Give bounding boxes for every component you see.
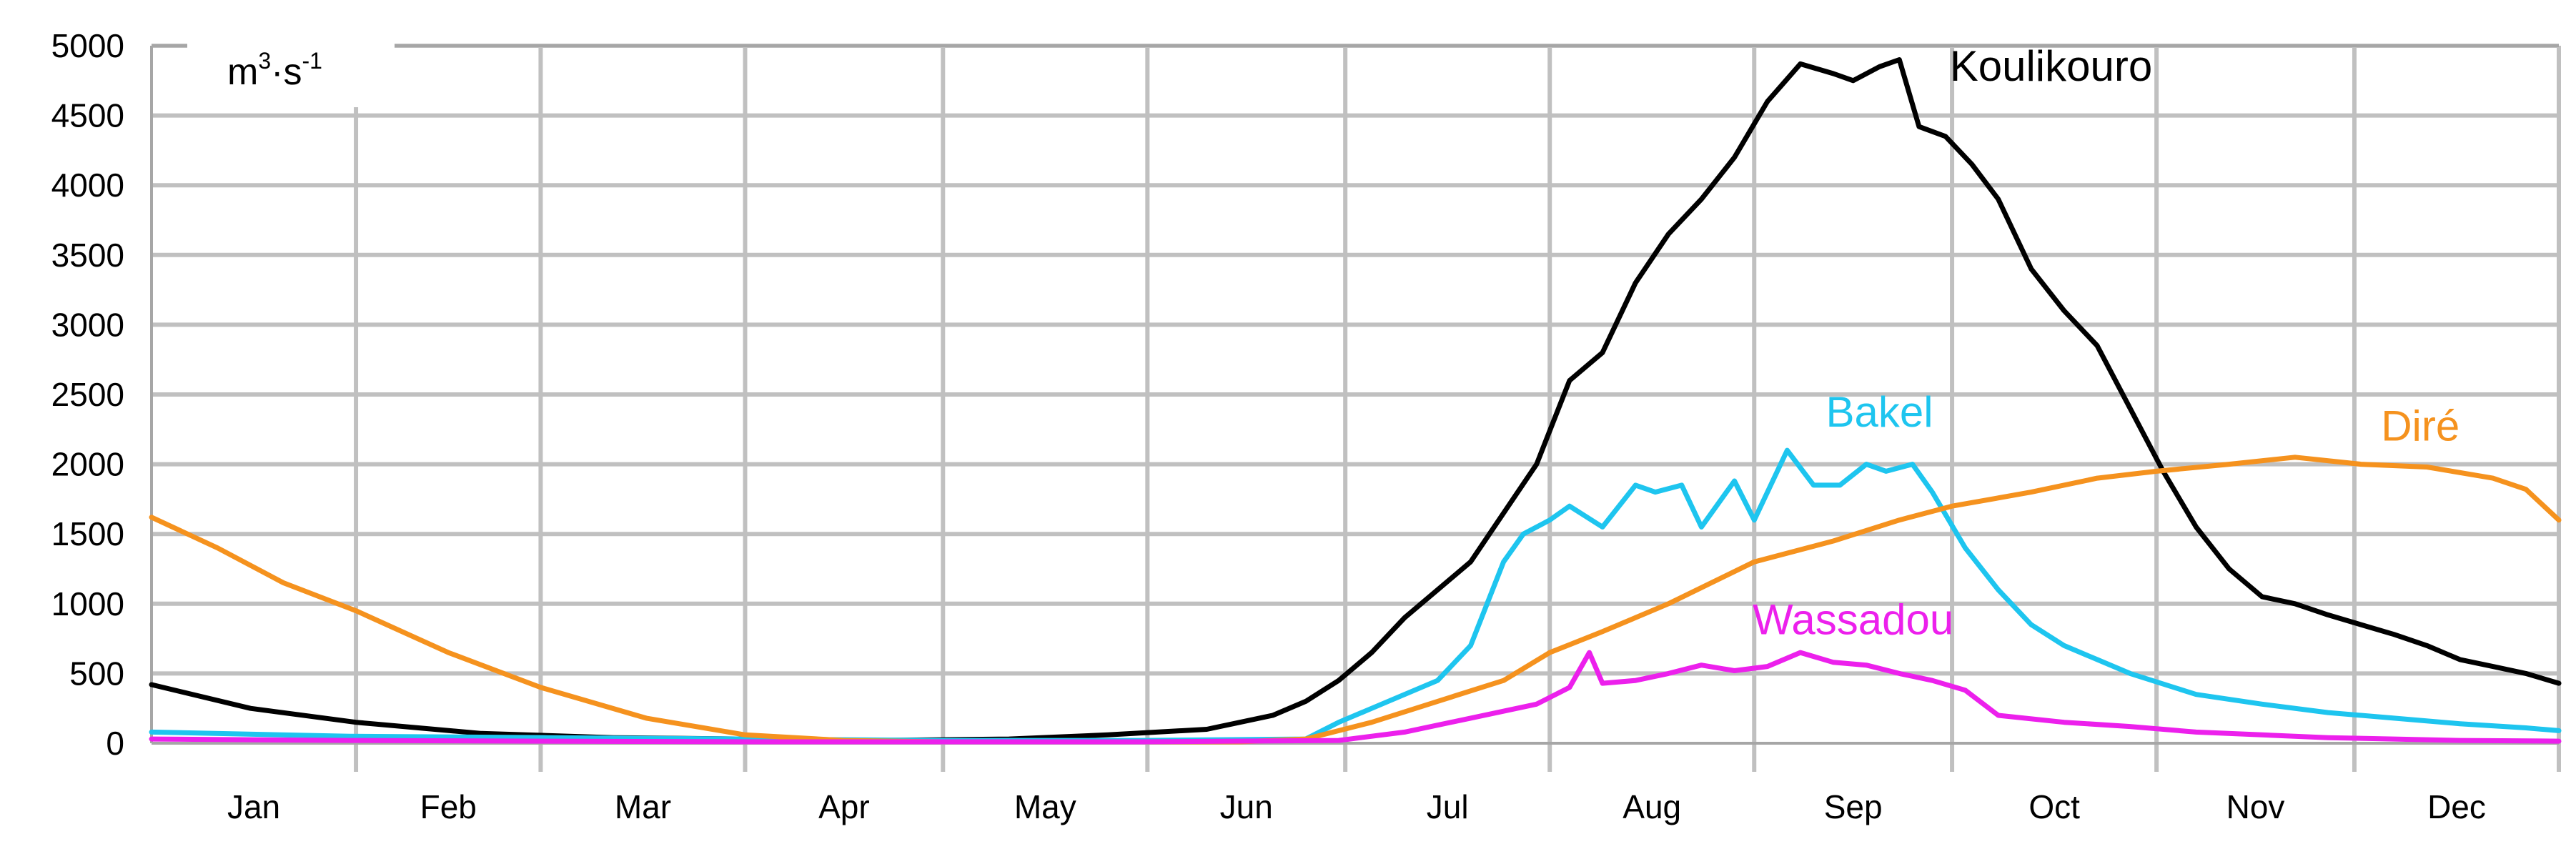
- series-label-dir: Diré: [2381, 402, 2459, 450]
- x-tick-label-apr: Apr: [818, 788, 870, 825]
- x-tick-label-oct: Oct: [2028, 788, 2080, 825]
- unit-dot-s: ·s: [271, 51, 302, 93]
- y-tick-label-500: 500: [69, 655, 124, 692]
- x-tick-label-feb: Feb: [420, 788, 477, 825]
- y-tick-label-4500: 4500: [51, 97, 124, 134]
- series-label-wassadou: Wassadou: [1753, 596, 1953, 644]
- unit-label-background: [187, 36, 395, 107]
- unit-label-group: m3·s-1: [187, 36, 395, 107]
- y-axis-unit-label: m3·s-1: [227, 48, 322, 93]
- series-line-dir: [149, 455, 2562, 745]
- x-tick-label-mar: Mar: [615, 788, 671, 825]
- x-tick-label-may: May: [1014, 788, 1076, 825]
- x-tick-label-jul: Jul: [1427, 788, 1469, 825]
- unit-superscript-neg1: -1: [302, 48, 322, 74]
- tick-labels: 0 500 1000 1500 2000 2500 3000 3500 4000 4500 5000…: [51, 27, 2486, 825]
- y-tick-label-4000: 4000: [51, 167, 124, 204]
- x-tick-label-sep: Sep: [1824, 788, 1883, 825]
- unit-superscript-3: 3: [258, 48, 271, 74]
- x-tick-label-dec: Dec: [2427, 788, 2486, 825]
- series-lines: [149, 57, 2562, 745]
- series-line-bakel: [149, 447, 2562, 743]
- series-line-wassadou: [149, 650, 2562, 745]
- y-tick-label-2500: 2500: [51, 376, 124, 413]
- x-tick-label-jun: Jun: [1220, 788, 1273, 825]
- x-tick-label-jan: Jan: [227, 788, 280, 825]
- y-tick-label-3000: 3000: [51, 306, 124, 343]
- series-line-koulikouro: [149, 57, 2562, 743]
- x-tick-label-nov: Nov: [2226, 788, 2285, 825]
- y-tick-label-5000: 5000: [51, 27, 124, 64]
- series-label-bakel: Bakel: [1826, 388, 1933, 436]
- y-tick-label-0: 0: [106, 725, 124, 762]
- y-tick-label-1000: 1000: [51, 585, 124, 622]
- series-labels: Koulikouro Bakel Diré Wassadou: [1753, 42, 2459, 644]
- unit-base-m: m: [227, 51, 258, 93]
- grid-lines: [152, 44, 2561, 772]
- x-tick-label-aug: Aug: [1623, 788, 1681, 825]
- y-tick-label-1500: 1500: [51, 515, 124, 552]
- y-tick-label-2000: 2000: [51, 446, 124, 483]
- y-tick-label-3500: 3500: [51, 237, 124, 274]
- series-label-koulikouro: Koulikouro: [1950, 42, 2153, 90]
